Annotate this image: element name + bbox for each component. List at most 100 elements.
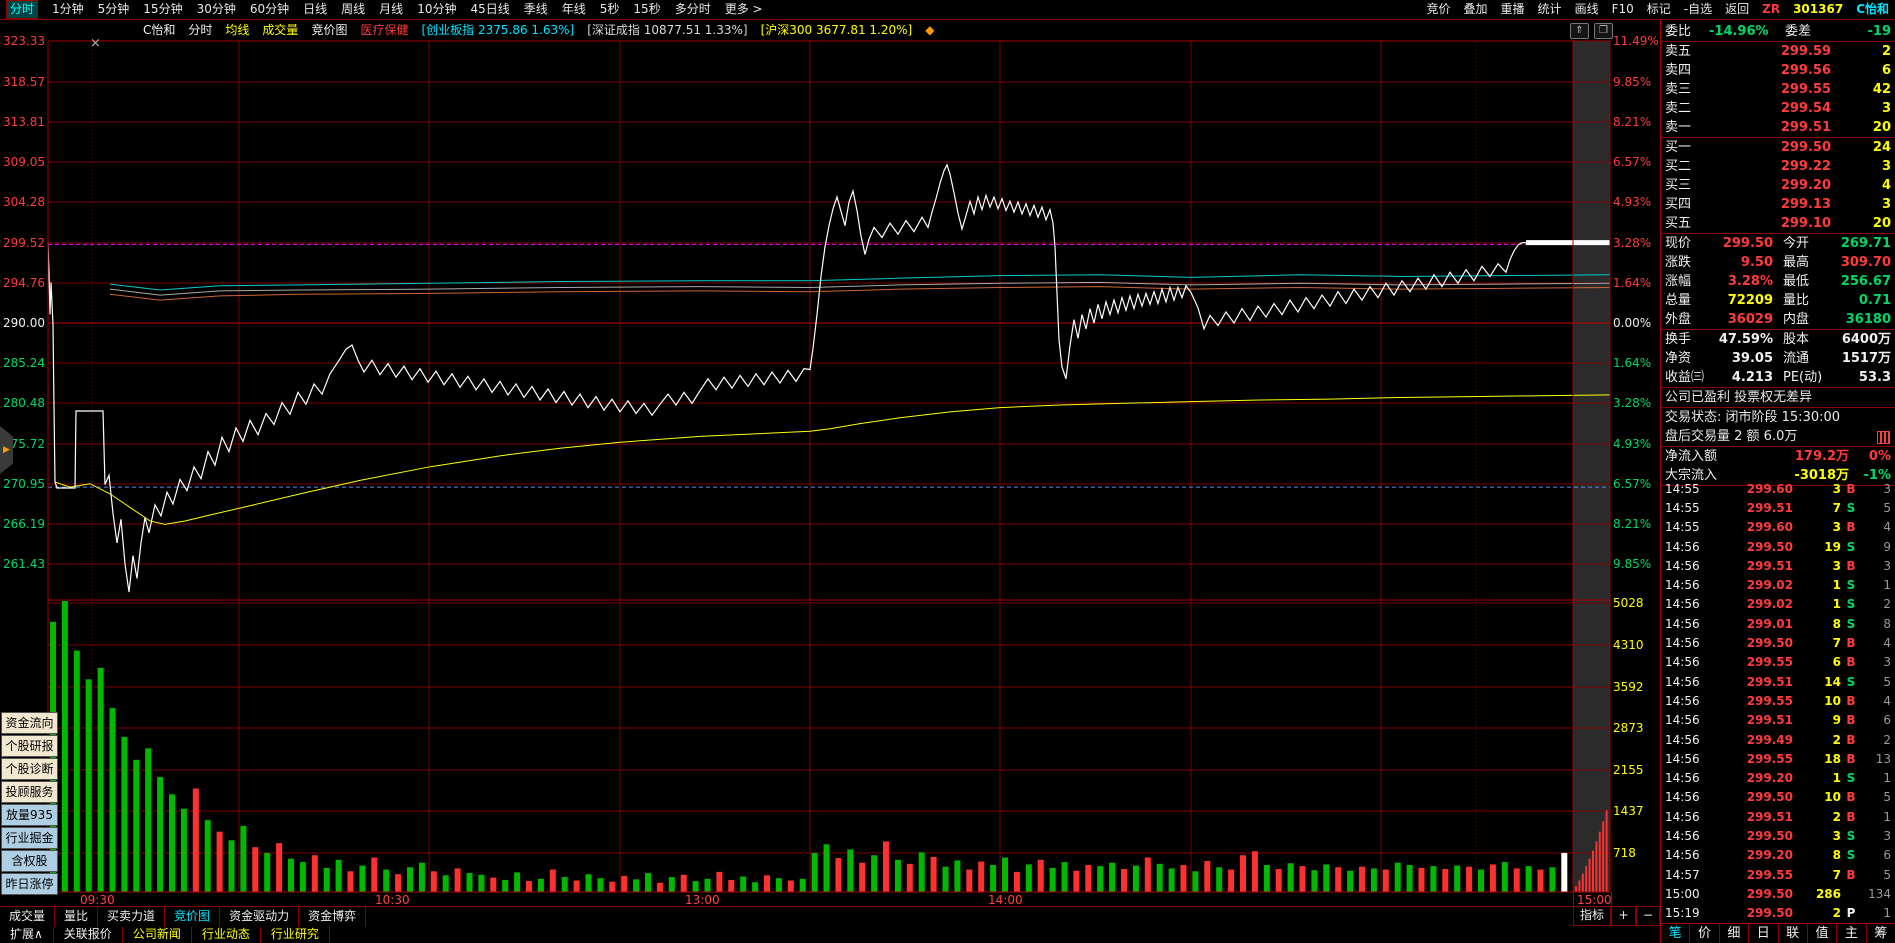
menu-叠加[interactable]: 叠加 xyxy=(1463,2,1488,16)
period-tab-45日线[interactable]: 45日线 xyxy=(470,2,510,16)
sell-row[interactable]: 卖二 299.54 3 xyxy=(1661,99,1895,118)
menu-统计[interactable]: 统计 xyxy=(1537,2,1562,16)
shortcut-个股诊断[interactable]: 个股诊断 xyxy=(1,758,58,780)
period-tab-月线[interactable]: 月线 xyxy=(379,2,404,16)
pop-up-icon[interactable]: ⇑ xyxy=(1570,23,1589,39)
trade-row[interactable]: 14:56 299.20 1 S 1 xyxy=(1661,768,1895,787)
sell-row[interactable]: 卖四 299.56 6 xyxy=(1661,61,1895,80)
shortcut-资金流向[interactable]: 资金流向 xyxy=(1,712,58,734)
period-tab-分时[interactable]: 分时 xyxy=(6,0,39,19)
period-tab-60分钟[interactable]: 60分钟 xyxy=(249,2,290,16)
header-part-4[interactable]: 竞价图 xyxy=(311,23,348,37)
period-tab-季线[interactable]: 季线 xyxy=(523,2,548,16)
left-panel-expander-icon[interactable]: ▶ xyxy=(0,426,13,474)
shortcut-个股研报[interactable]: 个股研报 xyxy=(1,735,58,757)
period-tab-15分钟[interactable]: 15分钟 xyxy=(143,2,183,16)
info-tab-关联报价[interactable]: 关联报价 xyxy=(54,927,123,943)
trade-row[interactable]: 14:56 299.50 10 B 5 xyxy=(1661,788,1895,807)
menu-返回[interactable]: 返回 xyxy=(1725,2,1750,16)
trade-row[interactable]: 14:57 299.55 7 B 5 xyxy=(1661,865,1895,884)
period-tab-日线[interactable]: 日线 xyxy=(303,2,328,16)
indicator-tab-量比[interactable]: 量比 xyxy=(55,907,99,927)
sell-row[interactable]: 卖五 299.59 2 xyxy=(1661,42,1895,61)
shortcut-含权股[interactable]: 含权股 xyxy=(1,850,58,872)
buy-row[interactable]: 买一 299.50 24 xyxy=(1661,138,1895,157)
info-tab-公司新闻[interactable]: 公司新闻 xyxy=(123,927,192,943)
quote-tab-主[interactable]: 主 xyxy=(1837,924,1867,943)
indicator-tab-成交量[interactable]: 成交量 xyxy=(0,907,56,927)
sell-row[interactable]: 卖一 299.51 20 xyxy=(1661,118,1895,137)
period-tab-5分钟[interactable]: 5分钟 xyxy=(97,2,130,16)
trade-row[interactable]: 14:56 299.01 8 S 8 xyxy=(1661,614,1895,633)
trade-row[interactable]: 14:56 299.20 8 S 6 xyxy=(1661,846,1895,865)
quote-tab-联[interactable]: 联 xyxy=(1779,924,1808,943)
period-tab-1分钟[interactable]: 1分钟 xyxy=(52,2,84,16)
menu-F10[interactable]: F10 xyxy=(1611,2,1634,16)
trade-row[interactable]: 14:56 299.51 9 B 6 xyxy=(1661,711,1895,730)
info-tab-扩展∧[interactable]: 扩展∧ xyxy=(0,927,54,943)
period-tab-15秒[interactable]: 15秒 xyxy=(633,2,661,16)
zoom-in-button[interactable]: + xyxy=(1611,906,1636,926)
trade-row[interactable]: 14:56 299.50 7 B 4 xyxy=(1661,633,1895,652)
quote-tab-细[interactable]: 细 xyxy=(1720,924,1750,943)
trade-row[interactable]: 14:56 299.51 14 S 5 xyxy=(1661,672,1895,691)
menu-画线[interactable]: 画线 xyxy=(1574,2,1599,16)
quote-tab-价[interactable]: 价 xyxy=(1690,924,1720,943)
period-tab-30分钟[interactable]: 30分钟 xyxy=(196,2,236,16)
intraday-chart[interactable] xyxy=(0,0,1660,943)
menu-竞价[interactable]: 竞价 xyxy=(1426,2,1451,16)
trade-row[interactable]: 14:56 299.51 2 B 1 xyxy=(1661,807,1895,826)
trade-list[interactable]: 14:55 299.60 3 B 3 14:55 299.51 7 S 5 14:55 299.60 3… xyxy=(1661,479,1895,923)
buy-row[interactable]: 买二 299.22 3 xyxy=(1661,157,1895,176)
header-part-1[interactable]: 分时 xyxy=(188,23,213,37)
period-tab-年线[interactable]: 年线 xyxy=(561,2,586,16)
trade-row[interactable]: 14:56 299.50 19 S 9 xyxy=(1661,537,1895,556)
indicator-tab-买卖力道[interactable]: 买卖力道 xyxy=(98,907,166,927)
info-tab-行业动态[interactable]: 行业动态 xyxy=(192,927,261,943)
shortcut-放量935[interactable]: 放量935 xyxy=(1,804,58,826)
header-part-5[interactable]: 医疗保健 xyxy=(360,23,409,37)
zoom-out-button[interactable]: − xyxy=(1636,906,1660,926)
menu-重播[interactable]: 重播 xyxy=(1500,2,1525,16)
menu-标记[interactable]: 标记 xyxy=(1646,2,1671,16)
header-part-0[interactable]: C怡和 xyxy=(143,23,176,37)
indicator-tab-竞价图[interactable]: 竞价图 xyxy=(165,907,221,927)
split-window-icon[interactable]: ❒ xyxy=(1594,23,1613,39)
trade-row[interactable]: 15:19 299.50 2 P 1 xyxy=(1661,904,1895,923)
period-tab-5秒[interactable]: 5秒 xyxy=(599,2,620,16)
trade-row[interactable]: 14:56 299.02 1 S 2 xyxy=(1661,595,1895,614)
shortcut-昨日涨停[interactable]: 昨日涨停 xyxy=(1,873,58,895)
period-tab-更多 >[interactable]: 更多 > xyxy=(724,2,763,16)
buy-row[interactable]: 买四 299.13 3 xyxy=(1661,195,1895,214)
shortcut-投顾服务[interactable]: 投顾服务 xyxy=(1,781,58,803)
period-tab-周线[interactable]: 周线 xyxy=(341,2,366,16)
trade-row[interactable]: 14:55 299.51 7 S 5 xyxy=(1661,498,1895,517)
trade-row[interactable]: 14:56 299.50 3 S 3 xyxy=(1661,826,1895,845)
trade-row[interactable]: 14:55 299.60 3 B 4 xyxy=(1661,518,1895,537)
trade-row[interactable]: 14:56 299.51 3 B 3 xyxy=(1661,556,1895,575)
trade-row[interactable]: 14:56 299.55 6 B 3 xyxy=(1661,653,1895,672)
period-tab-多分时[interactable]: 多分时 xyxy=(674,2,711,16)
trade-row[interactable]: 14:56 299.49 2 B 2 xyxy=(1661,730,1895,749)
trade-row[interactable]: 14:55 299.60 3 B 3 xyxy=(1661,479,1895,498)
quote-tab-值[interactable]: 值 xyxy=(1808,924,1838,943)
after-hours-volume-icon[interactable] xyxy=(1877,431,1890,444)
indicator-tab-资金博弈[interactable]: 资金博弈 xyxy=(299,907,367,927)
buy-row[interactable]: 买五 299.10 20 xyxy=(1661,214,1895,233)
menu--自选[interactable]: -自选 xyxy=(1683,2,1713,16)
close-icon[interactable]: × xyxy=(90,36,101,51)
trade-row[interactable]: 14:56 299.55 10 B 4 xyxy=(1661,691,1895,710)
buy-row[interactable]: 买三 299.20 4 xyxy=(1661,176,1895,195)
quote-tab-筹[interactable]: 筹 xyxy=(1874,926,1888,941)
quote-tab-笔[interactable]: 笔 xyxy=(1661,924,1691,943)
trade-row[interactable]: 14:56 299.55 18 B 13 xyxy=(1661,749,1895,768)
indicator-tab-资金驱动力[interactable]: 资金驱动力 xyxy=(220,907,300,927)
trade-row[interactable]: 15:00 299.50 286 134 xyxy=(1661,884,1895,903)
header-part-2[interactable]: 均线 xyxy=(225,23,250,37)
period-tab-10分钟[interactable]: 10分钟 xyxy=(417,2,457,16)
indicator-button[interactable]: 指标 xyxy=(1573,906,1611,926)
sell-row[interactable]: 卖三 299.55 42 xyxy=(1661,80,1895,99)
quote-tab-日[interactable]: 日 xyxy=(1749,924,1779,943)
trade-row[interactable]: 14:56 299.02 1 S 1 xyxy=(1661,575,1895,594)
shortcut-行业掘金[interactable]: 行业掘金 xyxy=(1,827,58,849)
